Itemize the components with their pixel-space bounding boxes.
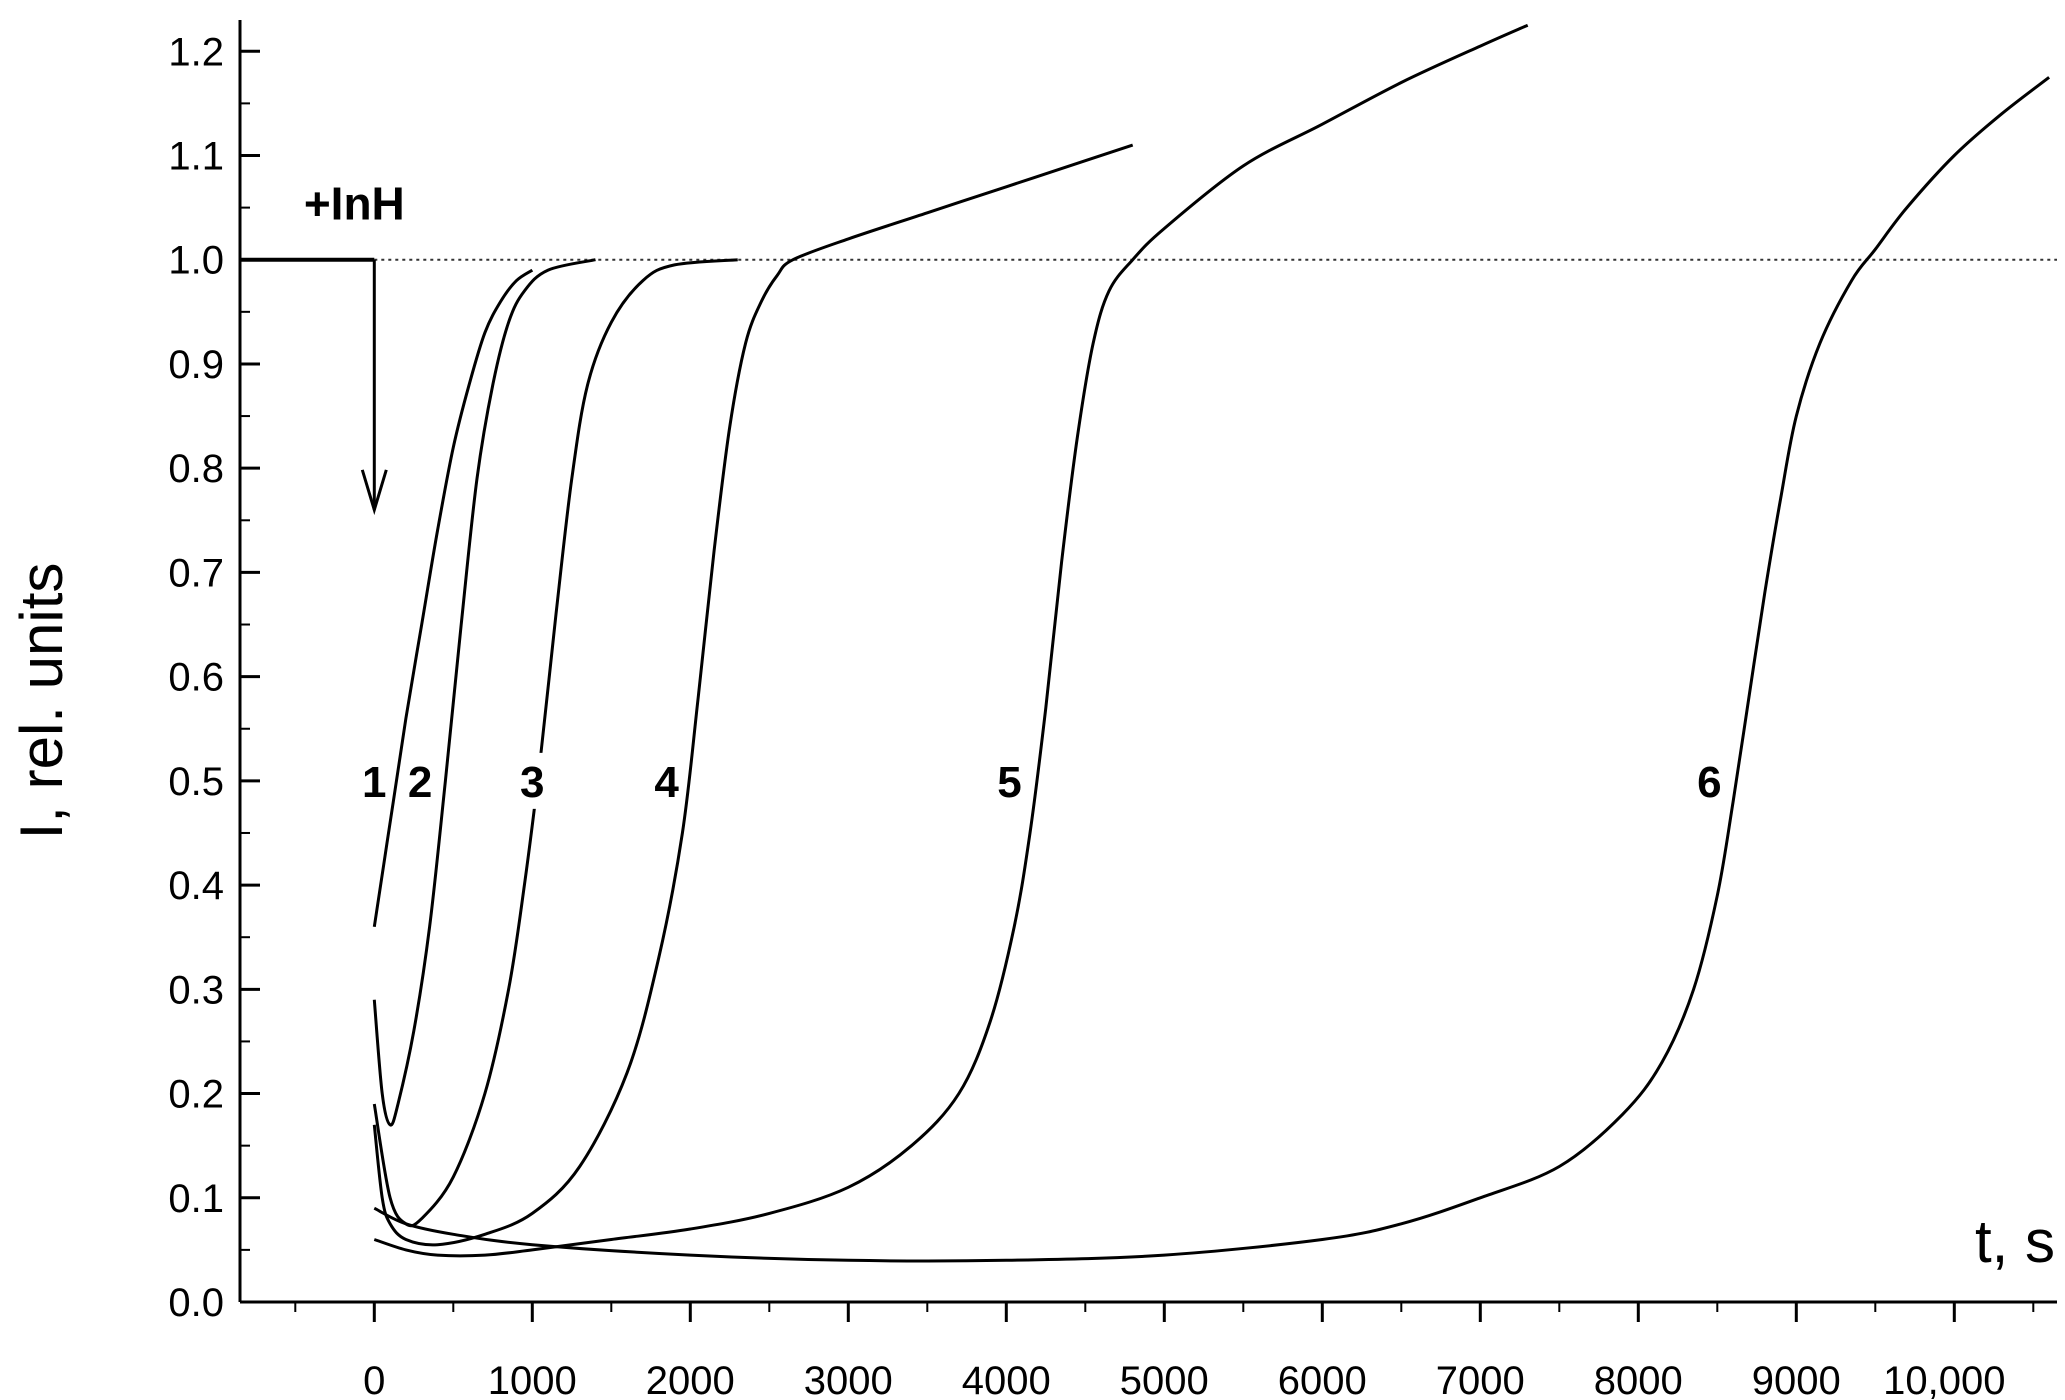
labels: 0.0 0.1 0.2 0.3 0.4 0.5 0.6 0.7 0.8 0.9 1.0 1.1 1.2 0… xyxy=(8,30,2055,1400)
curve-label-bg xyxy=(358,752,391,809)
curve-label-bg xyxy=(650,752,683,809)
curve-label-bg xyxy=(516,752,549,809)
curve-label-4: 4 xyxy=(654,758,679,807)
y-tick-label: 0.2 xyxy=(168,1073,224,1117)
y-axis-title: I, rel. units xyxy=(8,563,75,840)
curve-label-6: 6 xyxy=(1697,758,1721,807)
y-tick-label: 1.2 xyxy=(168,30,224,74)
curve-6 xyxy=(373,76,2051,1263)
x-tick-label: 6000 xyxy=(1278,1359,1367,1400)
curve-5 xyxy=(373,23,1529,1258)
curve-3 xyxy=(372,258,738,1228)
x-tick-label: 2000 xyxy=(646,1359,735,1400)
x-tick-label: 3000 xyxy=(804,1359,893,1400)
y-tick-label: 1.1 xyxy=(168,134,224,178)
curve-label-3: 3 xyxy=(520,758,544,807)
x-tick-label: 1000 xyxy=(488,1359,577,1400)
curve-4 xyxy=(372,143,1134,1247)
x-tick-label: 4000 xyxy=(962,1359,1051,1400)
y-tick-label: 1.0 xyxy=(168,239,224,283)
y-tick-label: 0.8 xyxy=(168,447,224,491)
x-tick-label: 7000 xyxy=(1436,1359,1525,1400)
injection-arrow-head xyxy=(360,469,388,516)
y-tick-label: 0.0 xyxy=(168,1281,224,1325)
annotation-label: +InH xyxy=(304,178,405,230)
axes xyxy=(238,20,2057,1322)
y-tick-label: 0.7 xyxy=(168,551,224,595)
curves xyxy=(240,23,2051,1263)
y-tick-label: 0.9 xyxy=(168,343,224,387)
curve-label-bg xyxy=(1693,752,1726,809)
y-tick-label: 0.4 xyxy=(168,864,224,908)
curve-label-1: 1 xyxy=(362,758,386,807)
x-tick-label: 5000 xyxy=(1120,1359,1209,1400)
x-axis-title: t, s xyxy=(1975,1208,2055,1275)
y-tick-label: 0.6 xyxy=(168,656,224,700)
y-tick-label: 0.3 xyxy=(168,968,224,1012)
curve-2 xyxy=(372,258,596,1127)
curve-label-bg xyxy=(993,752,1026,809)
y-tick-label: 0.1 xyxy=(168,1177,224,1221)
curve-label-5: 5 xyxy=(997,758,1021,807)
x-tick-label: 8000 xyxy=(1594,1359,1683,1400)
curve-label-2: 2 xyxy=(408,758,432,807)
y-tick-label: 0.5 xyxy=(168,760,224,804)
curve-1 xyxy=(372,268,534,928)
x-tick-label: 10,000 xyxy=(1883,1359,2005,1400)
x-tick-label: 9000 xyxy=(1752,1359,1841,1400)
x-tick-label: 0 xyxy=(363,1359,385,1400)
curve-label-bg xyxy=(404,752,437,809)
